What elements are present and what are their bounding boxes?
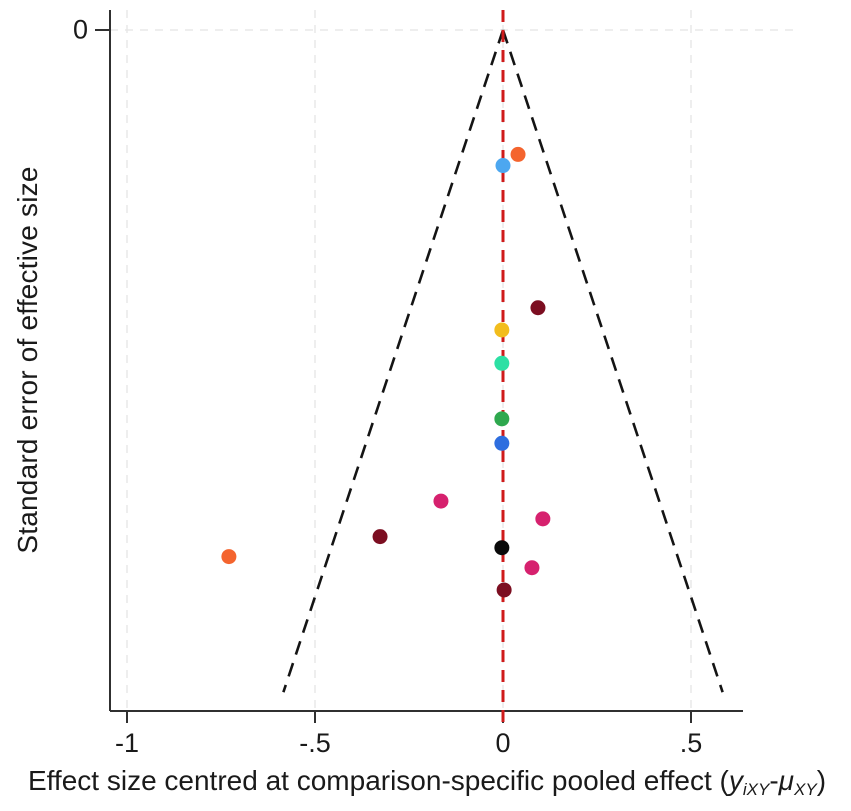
data-point-royal-blue[interactable] (494, 435, 510, 451)
y-axis-title: Standard error of effective size (12, 166, 43, 554)
x-tick-label: .5 (679, 728, 703, 758)
y-tick-label: 0 (72, 14, 88, 45)
data-point-gold[interactable] (494, 322, 510, 338)
data-point-sky-blue[interactable] (495, 158, 511, 174)
x-axis-title: Effect size centred at comparison-specif… (27, 765, 827, 799)
data-point-black[interactable] (494, 540, 510, 556)
data-point-green[interactable] (494, 411, 510, 427)
x-axis-title-minus: - (769, 765, 779, 796)
data-point-dark-maroon[interactable] (496, 582, 512, 598)
data-point-magenta[interactable] (524, 560, 540, 576)
x-axis-title-close-paren: ) (816, 765, 827, 796)
data-point-turquoise[interactable] (494, 355, 510, 371)
data-point-dark-maroon[interactable] (372, 529, 388, 545)
x-axis-title-y-symbol: y (728, 765, 743, 796)
funnel-left-limit-line (282, 29, 505, 693)
data-point-orange[interactable] (221, 549, 237, 565)
x-axis-title-mu-symbol: μ (778, 765, 794, 796)
x-axis-title-mu-subscript: XY (794, 779, 817, 799)
funnel-right-limit-line (501, 29, 724, 693)
x-axis-title-y-subscript: iXY (742, 779, 770, 799)
data-point-orange[interactable] (510, 146, 526, 162)
x-axis-title-text: Effect size centred at comparison-specif… (27, 765, 729, 796)
data-point-magenta[interactable] (433, 493, 449, 509)
x-tick-label: -1 (114, 728, 140, 758)
data-point-magenta[interactable] (535, 511, 551, 527)
data-point-dark-maroon[interactable] (530, 300, 546, 316)
x-tick-label: 0 (495, 728, 511, 758)
x-tick-label: -.5 (299, 728, 331, 758)
